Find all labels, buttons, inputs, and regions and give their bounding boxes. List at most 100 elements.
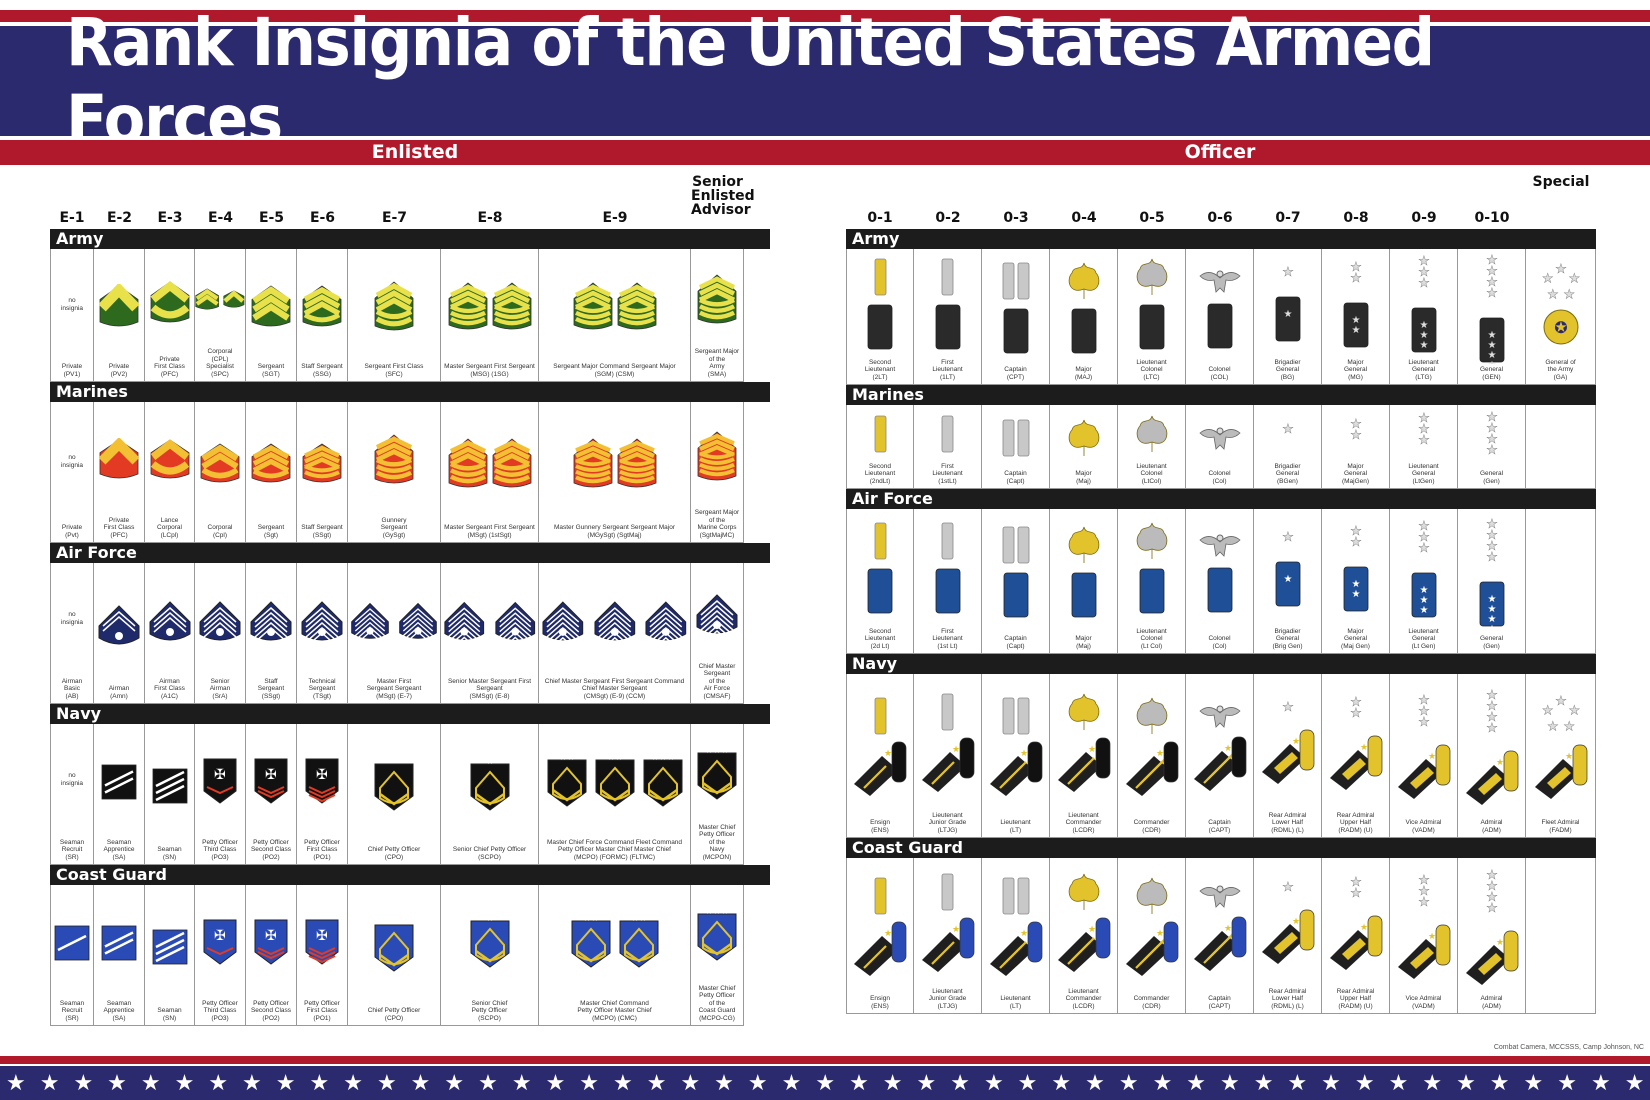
rank-label	[1559, 485, 1563, 488]
rank-label: Major General (MajGen)	[1341, 462, 1370, 485]
column-header: Special	[1532, 174, 1590, 190]
insignia-image: no insignia	[51, 249, 93, 363]
rank-label: Captain (CAPT)	[1208, 819, 1231, 834]
insignia-image	[847, 509, 913, 628]
svg-text:★: ★	[1419, 605, 1428, 616]
branch-header: Air Force	[846, 489, 1596, 509]
svg-text:★: ★	[1486, 431, 1498, 446]
insignia-image	[94, 724, 144, 839]
rank-label: Private First Class (PFC)	[154, 355, 185, 378]
rank-cell: Sergeant (Sgt)	[246, 402, 297, 543]
rank-cell: Major (MAJ)	[1050, 249, 1118, 385]
rank-label: Seaman Apprentice (SA)	[103, 838, 135, 861]
svg-text:★: ★	[486, 758, 492, 766]
svg-text:★: ★	[1350, 523, 1362, 538]
rank-cell: Technical Sergeant (TSgt)	[297, 563, 348, 704]
rank-label: Master Gunnery Sergeant Sergeant Major (…	[553, 524, 676, 539]
rank-cell: Staff Sergeant (SSG)	[297, 249, 348, 382]
rank-label: Colonel (Col)	[1208, 470, 1231, 485]
rank-cell: Airman First Class (A1C)	[145, 563, 195, 704]
svg-text:★: ★	[1418, 421, 1430, 436]
rank-cell: no insignia Private (Pvt)	[50, 402, 94, 543]
insignia-image: ★	[1186, 858, 1253, 995]
rank-cell: Lieutenant Colonel (LtCol)	[1118, 405, 1186, 489]
rank-label: Colonel (Col)	[1208, 635, 1231, 650]
rank-label: First Lieutenant (1LT)	[932, 358, 963, 381]
insignia-image	[1526, 858, 1595, 1010]
svg-text:★: ★	[1350, 427, 1362, 442]
rank-cell: ★ ★ ★ ★ Major General (Maj Gen)	[1322, 509, 1390, 654]
svg-text:★: ★	[1224, 923, 1232, 933]
rank-cell: ✠ Petty Officer Third Class (PO3)	[195, 724, 246, 865]
rank-label: Lieutenant General (LtGen)	[1408, 462, 1439, 485]
svg-text:★: ★	[884, 748, 892, 758]
insignia-image	[94, 563, 144, 685]
rank-label: Master Chief Petty Officer of the Coast …	[698, 984, 736, 1022]
rank-label: Lieutenant (LT)	[1000, 995, 1031, 1010]
rank-label: Master Sergeant First Sergeant (MSG) (1S…	[444, 363, 535, 378]
rank-cell: ★ Commander (CDR)	[1118, 674, 1186, 838]
svg-text:★: ★	[722, 908, 728, 916]
svg-text:★: ★	[1428, 751, 1436, 761]
insignia-image	[691, 402, 743, 509]
insignia-image: ★ ★ ★	[1390, 405, 1457, 463]
svg-text:✠: ✠	[265, 928, 277, 944]
insignia-image	[348, 563, 440, 678]
column-header: 0-4	[1071, 210, 1097, 226]
svg-text:★: ★	[1418, 692, 1430, 707]
rank-label: Sergeant Major of the Army (SMA)	[694, 348, 740, 378]
insignia-image: ★ ★ ★ ★	[1390, 674, 1457, 819]
svg-text:★: ★	[1486, 698, 1498, 713]
rank-label: Corporal (Cpl)	[207, 524, 233, 539]
svg-text:★: ★	[1351, 589, 1360, 600]
rank-label: Private (PV2)	[108, 363, 130, 378]
rank-label: Lieutenant General (LTG)	[1408, 358, 1439, 381]
rank-label: Vice Admiral (VADM)	[1405, 819, 1442, 834]
insignia-image: ★ ★ ★ ★ ★	[1458, 674, 1525, 819]
insignia-image	[441, 402, 538, 524]
rank-cell: ★ Lieutenant (LT)	[982, 858, 1050, 1014]
rank-cell: Seaman (SN)	[145, 885, 195, 1026]
svg-text:★: ★	[1487, 604, 1496, 615]
rank-label: Gunnery Sergeant (GySgt)	[380, 516, 408, 539]
rank-label: Staff Sergeant (SSgt)	[257, 677, 285, 700]
rank-label: Corporal (CPL) Specialist (SPC)	[206, 348, 234, 378]
insignia-image	[348, 885, 440, 1007]
svg-text:★: ★	[722, 747, 728, 755]
rank-label: Brigadier General (Brig Gen)	[1272, 627, 1303, 650]
insignia-image	[348, 402, 440, 517]
rank-cell: ★ ★ ★ Lieutenant General (LtGen)	[1390, 405, 1458, 489]
svg-text:★: ★	[1419, 330, 1428, 341]
rank-cell: ★ ★ ★ Rear Admiral Upper Half (RADM) (U)	[1322, 858, 1390, 1014]
rank-cell: ★ ★ ★ Rear Admiral Upper Half (RADM) (U)	[1322, 674, 1390, 838]
rank-label: General (GEN)	[1479, 366, 1504, 381]
rank-label: Lieutenant Junior Grade (LTJG)	[928, 811, 967, 834]
insignia-image: ★ ★ ★ ★	[1322, 509, 1389, 628]
rank-cell: ✠ Petty Officer Second Class (PO2)	[246, 724, 297, 865]
rank-label: Petty Officer Second Class (PO2)	[250, 999, 292, 1022]
rank-cell: Master Sergeant First Sergeant (MSgt) (1…	[441, 402, 539, 543]
rank-label: Major (Maj)	[1075, 470, 1092, 485]
svg-text:★: ★	[1418, 410, 1430, 425]
rank-cell: Sergeant Major of the Army (SMA)	[691, 249, 744, 382]
insignia-image	[1526, 405, 1595, 485]
rank-cell: Sergeant (SGT)	[246, 249, 297, 382]
svg-text:★: ★	[1418, 872, 1430, 887]
rank-cell: ★ Ensign (ENS)	[846, 674, 914, 838]
svg-text:★: ★	[1350, 534, 1362, 549]
insignia-image	[847, 249, 913, 359]
svg-text:★: ★	[1487, 360, 1496, 364]
svg-text:★: ★	[1486, 687, 1498, 702]
insignia-image: ✠	[297, 885, 347, 1000]
rank-cell: Staff Sergeant (SSgt)	[297, 402, 348, 543]
insignia-image	[847, 405, 913, 463]
insignia-image: ★	[1050, 858, 1117, 988]
insignia-image: ★ ★ ★	[1322, 858, 1389, 988]
svg-text:★: ★	[1418, 540, 1430, 555]
rank-cell: Staff Sergeant (SSgt)	[246, 563, 297, 704]
rank-cell: Second Lieutenant (2LT)	[846, 249, 914, 385]
svg-text:★: ★	[1156, 748, 1164, 758]
svg-text:★: ★	[1283, 309, 1292, 320]
column-header: 0-6	[1207, 210, 1233, 226]
svg-text:★: ★	[1282, 264, 1294, 279]
